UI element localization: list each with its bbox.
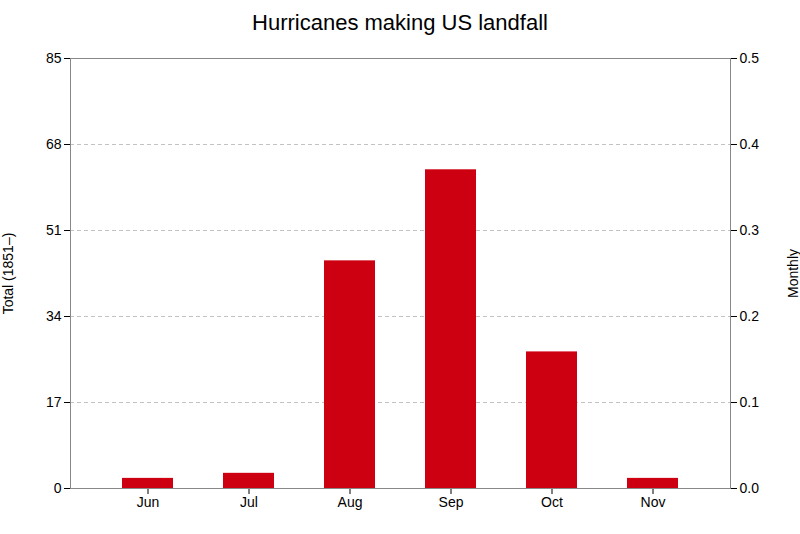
svg-text:Aug: Aug	[338, 494, 363, 510]
svg-text:0.0: 0.0	[740, 480, 760, 496]
svg-text:0: 0	[54, 480, 62, 496]
svg-text:Nov: Nov	[641, 494, 666, 510]
svg-text:68: 68	[46, 136, 62, 152]
svg-text:85: 85	[46, 50, 62, 66]
svg-text:Jun: Jun	[137, 494, 160, 510]
svg-text:Jul: Jul	[240, 494, 258, 510]
svg-text:0.5: 0.5	[740, 50, 760, 66]
svg-text:Monthly: Monthly	[785, 249, 800, 298]
svg-text:0.4: 0.4	[740, 136, 760, 152]
svg-text:0.2: 0.2	[740, 308, 760, 324]
svg-text:0.1: 0.1	[740, 394, 760, 410]
svg-text:Sep: Sep	[439, 494, 464, 510]
svg-text:Oct: Oct	[541, 494, 563, 510]
html-text:Hurricanes making US landfall: Hurricanes making US landfall	[252, 10, 548, 35]
svg-text:0.3: 0.3	[740, 222, 760, 238]
svg-text:17: 17	[46, 394, 62, 410]
svg-text:34: 34	[46, 308, 62, 324]
svg-text:51: 51	[46, 222, 62, 238]
svg-text:Total (1851–): Total (1851–)	[0, 233, 16, 315]
